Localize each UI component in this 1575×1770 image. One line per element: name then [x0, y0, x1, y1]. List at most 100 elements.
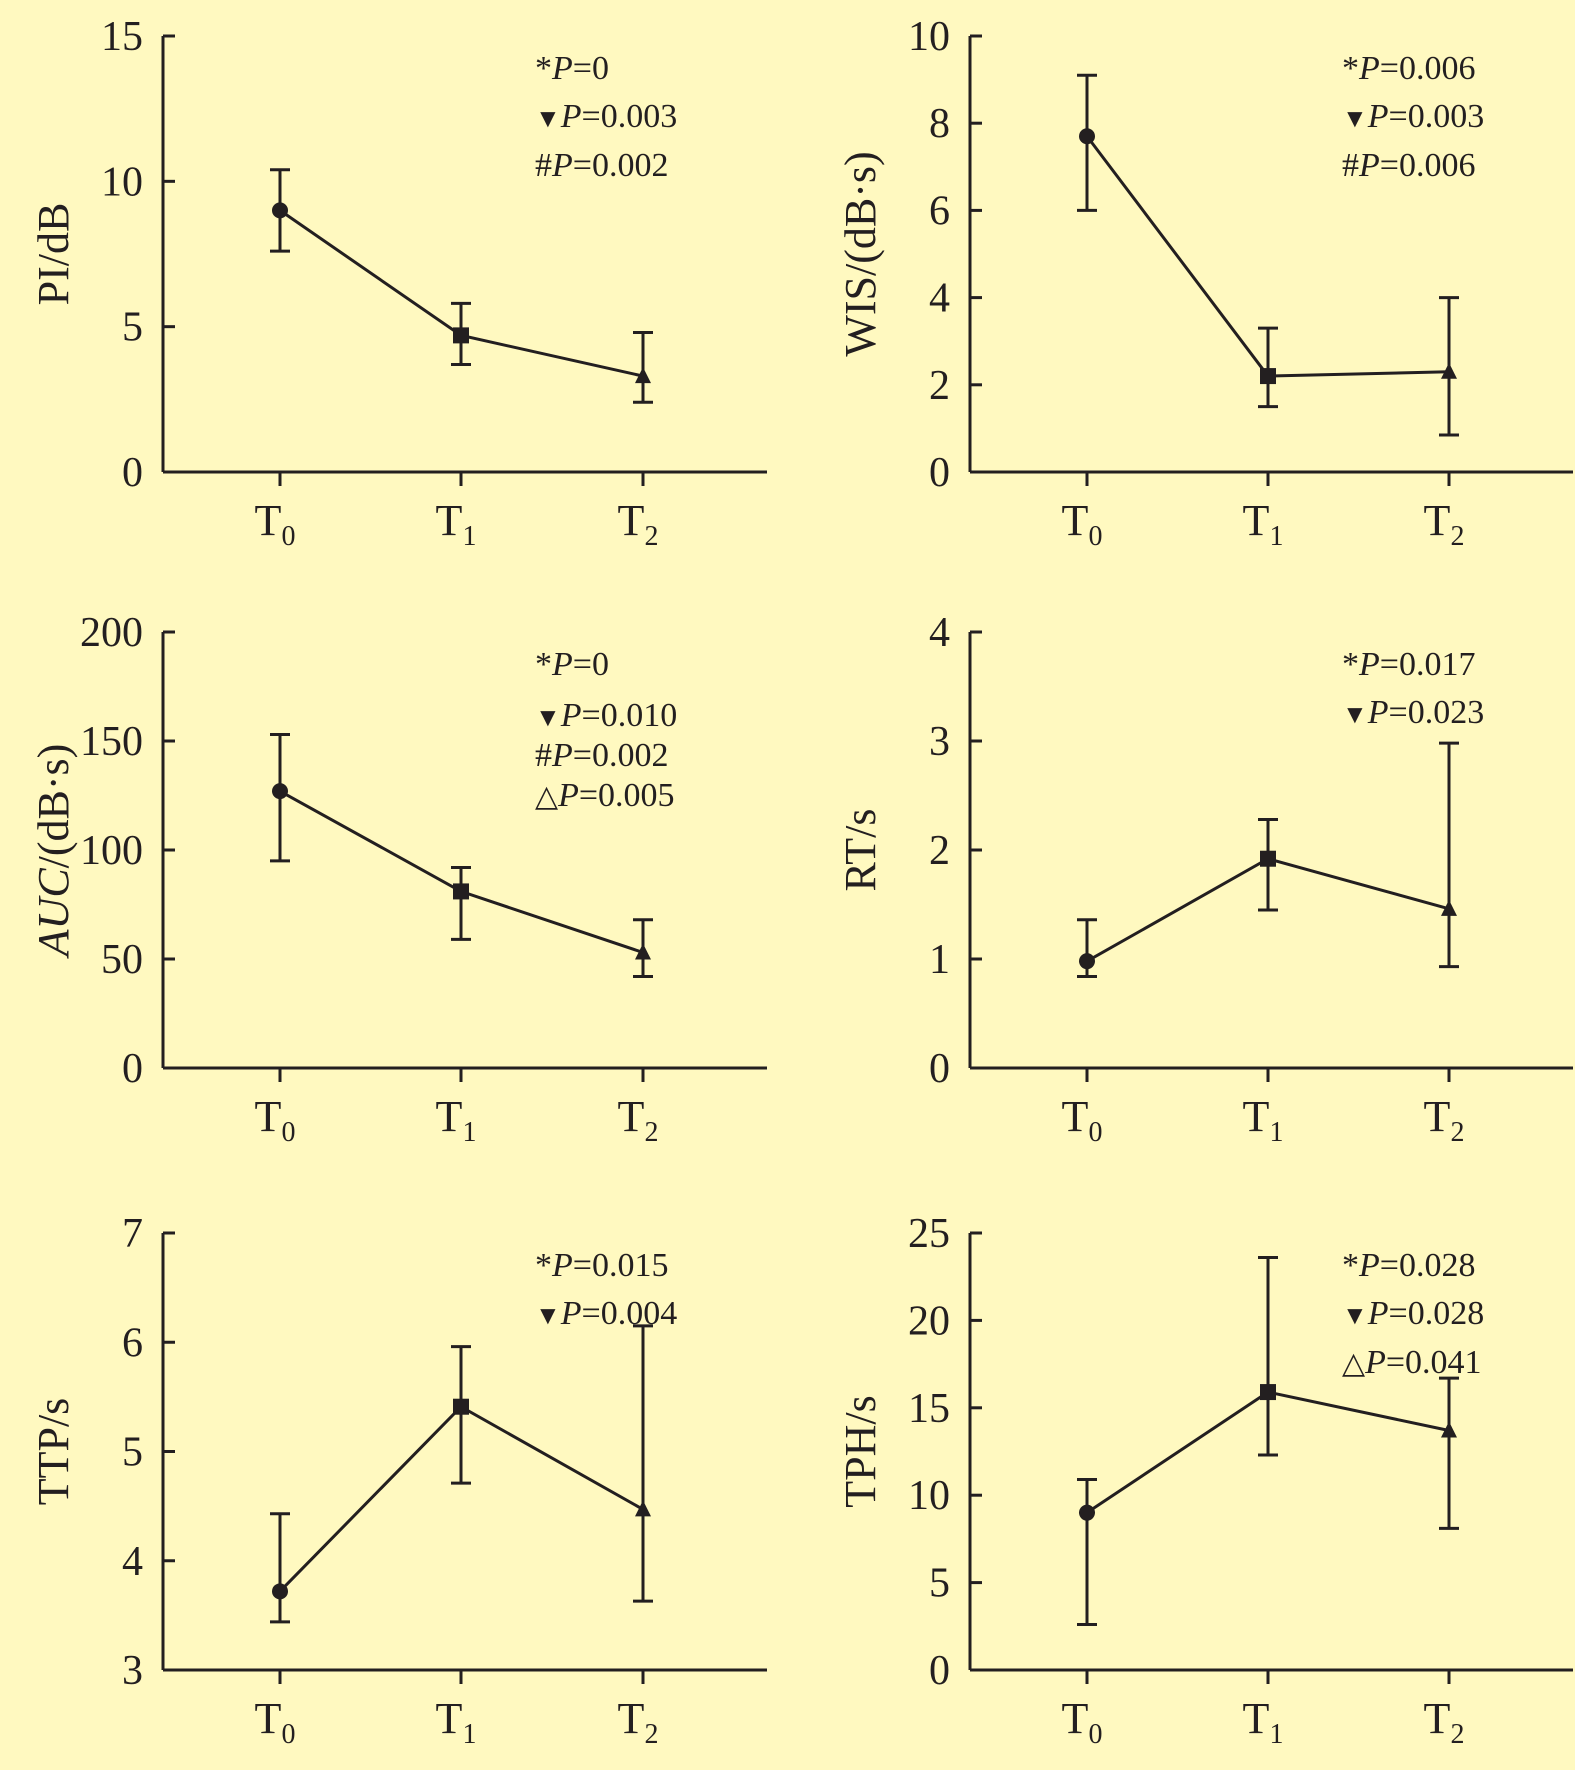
- x-tick-label: T2: [1424, 496, 1465, 552]
- x-tick-label-main: T: [1243, 1694, 1270, 1743]
- annotation-value: =0.006: [1380, 147, 1476, 184]
- y-axis-title: WIS/(dB·s): [836, 151, 885, 356]
- annotation-value: =0.004: [582, 1295, 678, 1332]
- y-tick-label: 4: [929, 276, 950, 322]
- annotation-p: P: [551, 1247, 573, 1284]
- p-value-annotation: *P=0.006: [1342, 50, 1475, 87]
- y-tick-label: 0: [122, 1046, 143, 1092]
- p-value-annotation: △P=0.041: [1342, 1344, 1482, 1381]
- annotation-value: =0.028: [1389, 1295, 1485, 1332]
- annotation-value: =0.002: [573, 737, 669, 774]
- x-tick-label-sub: 1: [1269, 1117, 1283, 1148]
- annotation-value: =0: [573, 646, 609, 683]
- annotation-p: P: [1358, 147, 1380, 184]
- y-tick-label: 0: [122, 450, 143, 496]
- x-tick-label-main: T: [255, 496, 282, 545]
- annotation-p: P: [557, 777, 579, 814]
- y-tick-label: 10: [908, 14, 950, 60]
- y-tick-label: 1: [929, 937, 950, 983]
- annotation-symbol: #: [535, 147, 552, 184]
- p-value-annotation: ▼P=0.023: [1342, 694, 1484, 731]
- p-value-annotation: *P=0: [535, 646, 609, 683]
- annotation-p: P: [1367, 694, 1389, 731]
- annotation-p: P: [560, 98, 582, 135]
- annotation-value: =0: [573, 50, 609, 87]
- y-axis-title: TTP/s: [29, 1398, 78, 1506]
- x-tick-label-main: T: [1424, 1092, 1451, 1141]
- x-tick-label: T1: [1243, 1092, 1284, 1148]
- y-tick-label: 0: [929, 1648, 950, 1694]
- data-point-circle: [272, 783, 288, 800]
- annotation-value: =0.006: [1380, 50, 1476, 87]
- x-tick-label-main: T: [1243, 1092, 1270, 1141]
- annotation-symbol: *: [1342, 646, 1359, 683]
- y-tick-label: 7: [122, 1211, 143, 1257]
- x-tick-label-main: T: [1424, 1694, 1451, 1743]
- annotation-symbol: ▼: [1342, 700, 1368, 729]
- data-point-circle: [1079, 1504, 1095, 1521]
- data-point-triangle: [1441, 1421, 1457, 1438]
- data-point-triangle: [1441, 899, 1457, 916]
- x-tick-label-sub: 1: [1269, 1719, 1283, 1750]
- y-tick-label: 15: [908, 1386, 950, 1432]
- x-tick-label: T2: [618, 1694, 659, 1750]
- data-point-triangle: [1441, 362, 1457, 379]
- annotation-value: =0.041: [1386, 1344, 1482, 1381]
- x-tick-label-main: T: [1062, 496, 1089, 545]
- y-tick-label: 5: [122, 305, 143, 351]
- x-tick-label-main: T: [1243, 496, 1270, 545]
- annotation-value: =0.005: [579, 777, 675, 814]
- data-point-square: [1260, 1384, 1276, 1401]
- x-tick-label: T1: [1243, 496, 1284, 552]
- annotation-symbol: ▼: [1342, 104, 1368, 133]
- y-tick-label: 100: [80, 828, 143, 874]
- y-tick-label: 10: [908, 1473, 950, 1519]
- y-axis-title-unit: /(dB·s): [29, 744, 78, 869]
- x-tick-label-sub: 0: [281, 521, 295, 552]
- annotation-symbol: ▼: [1342, 1301, 1368, 1330]
- annotation-value: =0.003: [582, 98, 678, 135]
- x-tick-label-main: T: [618, 1092, 645, 1141]
- x-tick-label: T2: [618, 496, 659, 552]
- x-tick-label-sub: 0: [281, 1719, 295, 1750]
- annotation-value: =0.023: [1389, 694, 1485, 731]
- x-tick-label-sub: 0: [1088, 521, 1102, 552]
- x-tick-label-main: T: [255, 1694, 282, 1743]
- x-tick-label-sub: 1: [462, 1117, 476, 1148]
- x-tick-label-main: T: [618, 496, 645, 545]
- y-tick-label: 0: [929, 1046, 950, 1092]
- y-tick-label: 6: [929, 188, 950, 234]
- annotation-p: P: [1367, 98, 1389, 135]
- y-tick-label: 150: [80, 719, 143, 765]
- annotation-p: P: [551, 50, 573, 87]
- annotation-p: P: [1358, 1247, 1380, 1284]
- y-tick-label: 20: [908, 1298, 950, 1344]
- data-point-square: [1260, 850, 1276, 867]
- x-tick-label: T0: [1062, 1092, 1103, 1148]
- y-tick-label: 50: [101, 937, 143, 983]
- annotation-p: P: [551, 147, 573, 184]
- annotation-p: P: [560, 697, 582, 734]
- x-tick-label-sub: 1: [462, 521, 476, 552]
- x-tick-label: T2: [618, 1092, 659, 1148]
- y-tick-label: 10: [101, 159, 143, 205]
- p-value-annotation: #P=0.002: [535, 737, 668, 774]
- x-tick-label: T1: [436, 1092, 477, 1148]
- x-tick-label: T0: [1062, 1694, 1103, 1750]
- x-tick-label: T1: [436, 496, 477, 552]
- annotation-p: P: [1358, 646, 1380, 683]
- p-value-annotation: △P=0.005: [535, 777, 675, 814]
- x-tick-label-sub: 1: [462, 1719, 476, 1750]
- annotation-p: P: [551, 737, 573, 774]
- x-tick-label: T0: [255, 496, 296, 552]
- p-value-annotation: *P=0.017: [1342, 646, 1475, 683]
- y-tick-label: 15: [101, 14, 143, 60]
- x-tick-label-main: T: [436, 496, 463, 545]
- annotation-symbol: *: [535, 646, 552, 683]
- x-tick-label-main: T: [618, 1694, 645, 1743]
